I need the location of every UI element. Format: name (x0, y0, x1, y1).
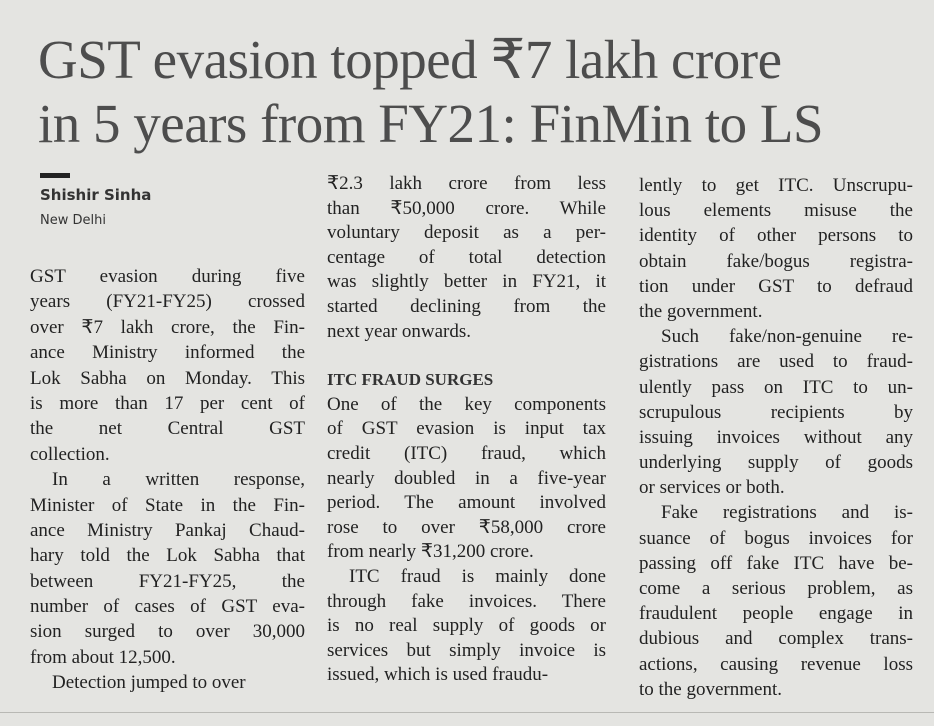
text-line: scrupulous recipients by (639, 401, 913, 423)
headline-line: GST evasion topped ₹7 lakh crore (38, 29, 782, 90)
text-line: lently to get ITC. Unscrupu- (639, 175, 913, 196)
text-line: the government. (639, 300, 763, 322)
paragraph: lently to get ITC. Unscrupu-lous element… (639, 173, 913, 324)
column: lently to get ITC. Unscrupu-lous element… (639, 173, 913, 702)
text-line: or services or both. (639, 477, 785, 499)
text-line: issuing invoices without any (639, 426, 913, 448)
author: Shishir Sinha (40, 186, 152, 204)
text-line: period. The amount involved (327, 492, 606, 514)
text-line: next year onwards. (327, 320, 472, 342)
paragraph: One of the key components of GST evasion … (327, 393, 606, 565)
text-line: the net Central GST (30, 418, 305, 440)
text-line: identity of other persons to (639, 225, 913, 247)
text-line: collection. (30, 443, 110, 465)
text-line: rose to over ₹58,000 crore (327, 516, 606, 538)
text-line: ₹2.3 lakh crore from less (327, 173, 606, 194)
text-line: Minister of State in the Fin- (30, 494, 305, 516)
text-line: hary told the Lok Sabha that (30, 545, 305, 567)
text-line: suance of bogus invoices for (639, 527, 913, 549)
paragraph: In a written response, Minister of State … (30, 467, 305, 670)
text-line: to the government. (639, 678, 782, 700)
subheading: ITC FRAUD SURGES (327, 370, 494, 390)
text-line: was slightly better in FY21, it (327, 271, 606, 293)
text-line: number of cases of GST eva- (30, 596, 305, 618)
text-line: between FY21-FY25, the (30, 570, 305, 592)
paragraph: GST evasion during five years (FY21-FY25)… (30, 264, 305, 467)
text-line: ulently pass on ITC to un- (639, 376, 913, 398)
paragraph: Detection jumped to over (30, 670, 305, 695)
text-line: passing off fake ITC have be- (639, 552, 913, 574)
text-line: underlying supply of goods (639, 452, 913, 474)
paragraph: Fake registrations and is-suance of bogu… (639, 500, 913, 702)
text-line: centage of total detection (327, 246, 606, 268)
bottom-rule (0, 712, 934, 713)
column: GST evasion during five years (FY21-FY25)… (30, 264, 305, 696)
text-line: issued, which is used fraudu- (327, 664, 549, 686)
text-line: from nearly ₹31,200 crore. (327, 541, 534, 563)
text-line: Fake registrations and is- (661, 502, 913, 524)
text-line: is no real supply of goods or (327, 615, 606, 637)
text-line: years (FY21-FY25) crossed (30, 291, 305, 313)
text-line: lous elements misuse the (639, 200, 913, 222)
text-line: gistrations are used to fraud- (639, 351, 913, 373)
paragraph: ITC fraud is mainly done through fake inv… (327, 565, 606, 688)
text-line: Detection jumped to over (52, 672, 246, 694)
text-line: over ₹7 lakh crore, the Fin- (30, 316, 305, 338)
text-line: ance Ministry Pankaj Chaud- (30, 519, 305, 541)
column: ₹2.3 lakh crore from less than ₹50,000 cr… (327, 172, 606, 688)
text-line: of GST evasion is input tax (327, 418, 606, 440)
text-line: obtain fake/bogus registra- (639, 250, 913, 272)
text-line: One of the key components (327, 393, 606, 415)
text-line: ance Ministry informed the (30, 342, 305, 364)
text-line: started declining from the (327, 295, 606, 317)
text-line: sion surged to over 30,000 (30, 621, 305, 643)
text-line: through fake invoices. There (327, 590, 606, 612)
text-line: fraudulent people engage in (639, 603, 913, 625)
text-line: services but simply invoice is (327, 639, 606, 661)
text-line: tion under GST to defraud (639, 275, 913, 297)
location: New Delhi (40, 213, 106, 228)
paragraph: ₹2.3 lakh crore from less than ₹50,000 cr… (327, 172, 606, 344)
text-line: actions, causing revenue loss (639, 653, 913, 675)
text-line: ITC fraud is mainly done (349, 565, 606, 587)
headline: GST evasion topped ₹7 lakh crore in 5 ye… (38, 28, 824, 156)
text-line: is more than 17 per cent of (30, 392, 305, 414)
text-line: Such fake/non-genuine re- (661, 326, 913, 348)
byline-bar (40, 173, 70, 178)
text-line: Lok Sabha on Monday. This (30, 367, 305, 389)
text-line: come a serious problem, as (639, 578, 913, 599)
paragraph: Such fake/non-genuine re-gistrations are… (639, 324, 913, 500)
text-line: credit (ITC) fraud, which (327, 442, 606, 464)
text-line: than ₹50,000 crore. While (327, 197, 606, 219)
text-line: voluntary deposit as a per- (327, 222, 606, 244)
headline-line: in 5 years from FY21: FinMin to LS (38, 93, 824, 154)
text-line: from about 12,500. (30, 646, 176, 668)
text-line: GST evasion during five (30, 266, 305, 287)
text-line: In a written response, (52, 469, 305, 491)
text-line: dubious and complex trans- (639, 628, 913, 650)
text-line: nearly doubled in a five-year (327, 467, 606, 489)
